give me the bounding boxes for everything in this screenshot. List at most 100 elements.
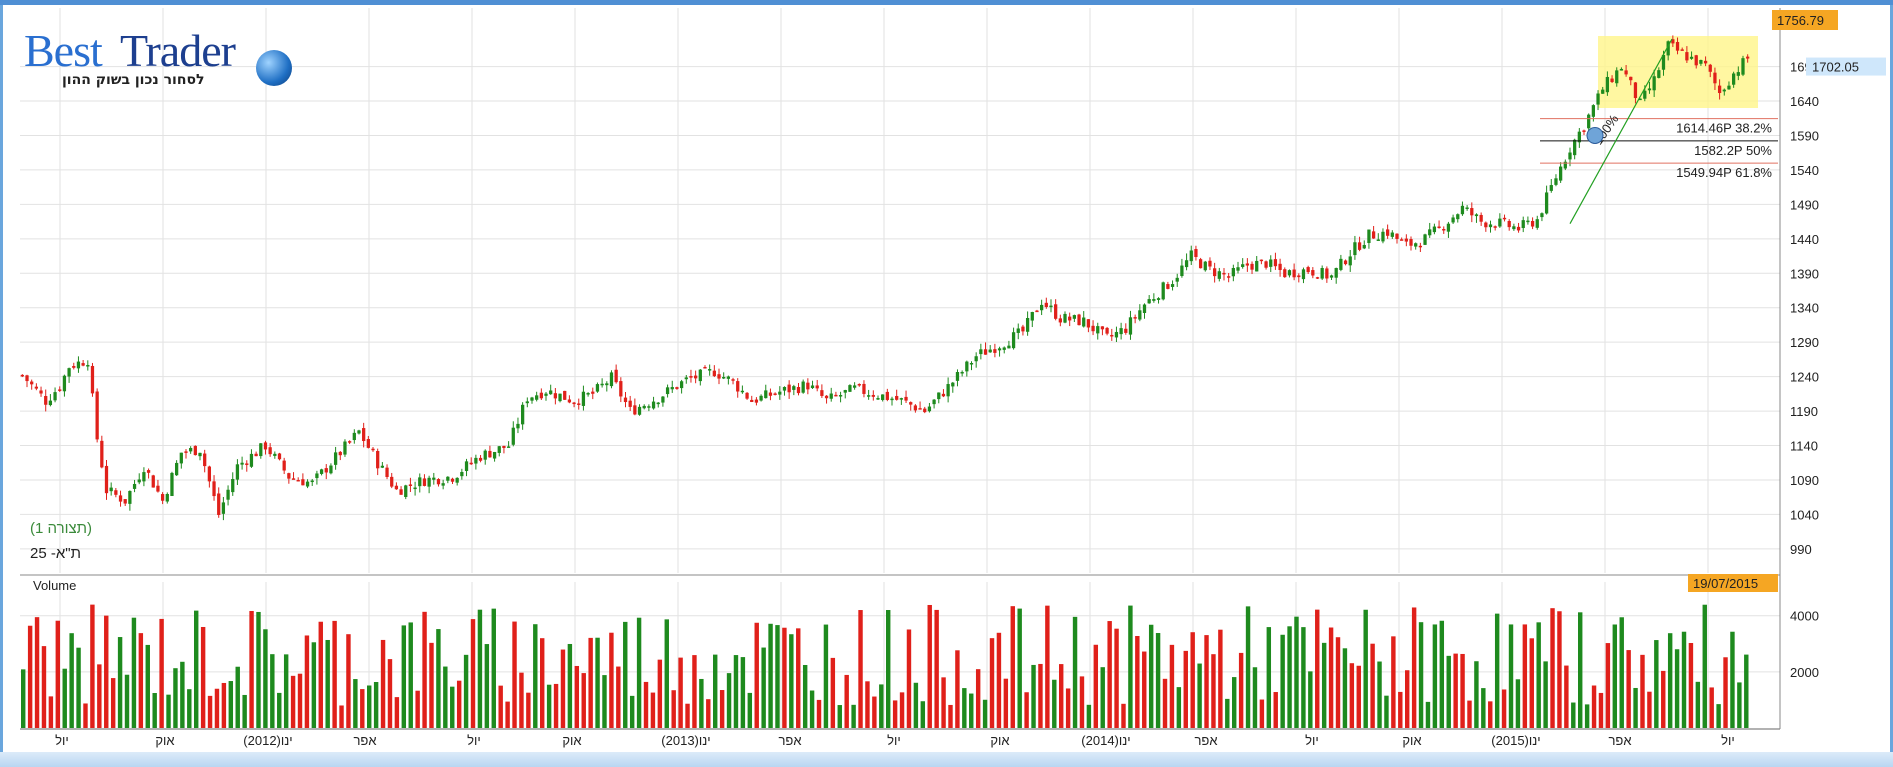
volume-bar [1716, 704, 1721, 728]
volume-bar [1432, 624, 1438, 728]
volume-bar [1287, 626, 1292, 728]
x-tick-label: יול [55, 733, 69, 748]
volume-bar [726, 673, 732, 728]
volume-bar [1065, 688, 1071, 728]
besttrader-logo: Best Trader לסחור נכון בשוק ההון [24, 24, 304, 104]
candle [1666, 41, 1670, 56]
candle [1516, 226, 1521, 231]
candle [193, 445, 197, 456]
candle [600, 383, 604, 386]
candle [1063, 313, 1067, 323]
candle [1044, 302, 1048, 308]
candle [511, 427, 515, 445]
volume-bar [360, 689, 365, 728]
candle [885, 391, 889, 400]
volume-bar [1335, 637, 1341, 728]
volume-bar [1107, 621, 1112, 728]
candle [796, 387, 801, 394]
candle [1657, 70, 1661, 78]
volume-bar [913, 682, 919, 728]
candle [142, 472, 146, 482]
candle [820, 390, 824, 396]
candle [347, 441, 352, 443]
volume-bar [1059, 664, 1064, 728]
volume-bar [429, 642, 434, 728]
volume-bar [332, 620, 337, 728]
candle [1091, 325, 1095, 332]
candle [946, 384, 950, 397]
candle [1007, 345, 1011, 349]
candle [1357, 242, 1362, 250]
x-tick-label: ינו(2013) [661, 733, 710, 748]
volume-bar [1052, 679, 1057, 728]
candle [203, 453, 207, 467]
candle [703, 366, 707, 369]
candle [1432, 226, 1437, 233]
candle [1526, 220, 1530, 223]
candle [614, 369, 618, 383]
volume-bar [706, 699, 711, 728]
volume-bar [1564, 665, 1569, 728]
volume-bar [159, 618, 164, 728]
candle [1624, 70, 1628, 75]
volume-bar [104, 615, 109, 728]
candle [764, 390, 768, 399]
candle [1208, 260, 1212, 267]
volume-bar [1245, 606, 1251, 728]
volume-bar [837, 705, 842, 728]
candle [483, 450, 487, 460]
volume-bar [1730, 631, 1735, 728]
candle [446, 476, 450, 481]
candle [768, 392, 773, 396]
volume-bar [1702, 604, 1707, 728]
candle [1072, 315, 1077, 319]
volume-bar [221, 682, 227, 728]
candle [1400, 239, 1404, 241]
candle [310, 480, 314, 483]
candle [558, 393, 562, 402]
fib-anchor-marker [1586, 126, 1604, 144]
candle [1619, 68, 1624, 71]
volume-bar [733, 655, 739, 728]
volume-bar [1508, 624, 1514, 728]
volume-bar [692, 655, 697, 728]
candle [305, 481, 310, 487]
x-tick-label: ינו(2014) [1081, 733, 1130, 748]
candle [1488, 224, 1493, 228]
volume-bar [789, 634, 794, 728]
candle [829, 393, 833, 399]
last-price-box [1806, 57, 1886, 76]
candle [502, 445, 506, 448]
candle [207, 466, 212, 482]
candle [899, 398, 904, 400]
volume-bar [989, 638, 995, 728]
volume-bar [1225, 698, 1230, 728]
volume-bar [1086, 704, 1092, 728]
candle [806, 382, 810, 390]
volume-bar [719, 690, 725, 728]
candle [1170, 284, 1175, 287]
volume-bar [387, 659, 393, 728]
candle [862, 383, 866, 394]
volume-bar [1591, 685, 1597, 728]
volume-bar [512, 621, 517, 728]
candle [997, 348, 1002, 351]
candle [422, 478, 427, 486]
candle [109, 487, 113, 492]
candle [1175, 277, 1179, 282]
volume-bar [1460, 653, 1465, 728]
volume-bar [982, 699, 988, 728]
candle [913, 405, 918, 411]
candle [1442, 228, 1446, 231]
candle [1339, 258, 1343, 270]
volume-bar [249, 610, 254, 728]
volume-bar [560, 649, 566, 728]
candle [273, 453, 277, 456]
volume-bar [117, 637, 123, 728]
volume-bar [1626, 650, 1631, 728]
candle [1647, 88, 1652, 91]
volume-bar [1598, 692, 1604, 728]
candle [1222, 272, 1226, 275]
candle [1301, 269, 1306, 280]
